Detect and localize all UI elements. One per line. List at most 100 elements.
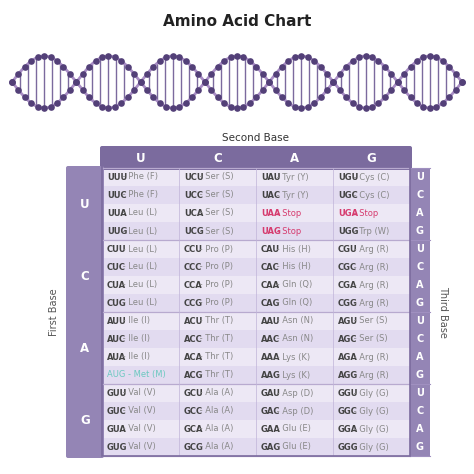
Text: - Pro (P): - Pro (P) xyxy=(197,281,233,290)
Text: - Gln (Q): - Gln (Q) xyxy=(274,281,312,290)
Text: - Pro (P): - Pro (P) xyxy=(197,263,233,272)
Bar xyxy=(102,148,410,456)
Text: UUC: UUC xyxy=(107,191,127,200)
Text: AUA: AUA xyxy=(107,353,126,362)
Text: AGC: AGC xyxy=(338,335,357,344)
Text: UAG: UAG xyxy=(261,227,281,236)
Text: GUC: GUC xyxy=(107,407,127,416)
Text: - Trp (W): - Trp (W) xyxy=(351,227,389,236)
Text: UAA: UAA xyxy=(261,209,281,218)
Text: G: G xyxy=(416,226,424,236)
Text: U: U xyxy=(416,244,424,254)
FancyBboxPatch shape xyxy=(66,166,104,242)
Bar xyxy=(410,366,430,384)
Text: - Ala (A): - Ala (A) xyxy=(197,425,233,434)
Text: GGG: GGG xyxy=(338,443,359,452)
Bar xyxy=(102,384,410,402)
FancyBboxPatch shape xyxy=(66,382,104,458)
Text: U: U xyxy=(80,198,90,210)
Bar xyxy=(410,348,430,366)
Text: - Cys (C): - Cys (C) xyxy=(351,173,390,182)
Bar xyxy=(410,276,430,294)
Text: - Lys (K): - Lys (K) xyxy=(274,353,310,362)
Text: - Gly (G): - Gly (G) xyxy=(351,407,389,416)
Text: G: G xyxy=(416,298,424,308)
Text: - Ser (S): - Ser (S) xyxy=(197,191,234,200)
Text: G: G xyxy=(366,152,376,164)
Text: CGU: CGU xyxy=(338,245,358,254)
Text: GGA: GGA xyxy=(338,425,358,434)
Text: GUA: GUA xyxy=(107,425,127,434)
Text: CCU: CCU xyxy=(184,245,203,254)
Text: GGU: GGU xyxy=(338,389,358,398)
Text: - Ala (A): - Ala (A) xyxy=(197,407,233,416)
Text: - Asp (D): - Asp (D) xyxy=(274,407,313,416)
Text: - Ser (S): - Ser (S) xyxy=(351,317,388,326)
Bar xyxy=(410,384,430,402)
Text: - His (H): - His (H) xyxy=(274,245,311,254)
Text: - Ala (A): - Ala (A) xyxy=(197,443,233,452)
Text: - Gly (G): - Gly (G) xyxy=(351,389,389,398)
Text: - Tyr (Y): - Tyr (Y) xyxy=(274,173,309,182)
Text: U: U xyxy=(136,152,146,164)
Text: AGU: AGU xyxy=(338,317,358,326)
Text: - Leu (L): - Leu (L) xyxy=(120,281,157,290)
Text: GAG: GAG xyxy=(261,443,281,452)
Text: GCC: GCC xyxy=(184,407,203,416)
Bar xyxy=(102,240,410,258)
Text: - Arg (R): - Arg (R) xyxy=(351,353,389,362)
Text: - Phe (F): - Phe (F) xyxy=(120,191,158,200)
Text: GCU: GCU xyxy=(184,389,204,398)
Text: - Ser (S): - Ser (S) xyxy=(197,173,234,182)
Bar xyxy=(102,312,410,330)
Text: C: C xyxy=(416,190,424,200)
Text: U: U xyxy=(416,172,424,182)
Text: - Cys (C): - Cys (C) xyxy=(351,191,390,200)
Text: ACG: ACG xyxy=(184,371,203,380)
Text: GUU: GUU xyxy=(107,389,128,398)
Text: AAG: AAG xyxy=(261,371,281,380)
Text: AAA: AAA xyxy=(261,353,281,362)
Text: - Leu (L): - Leu (L) xyxy=(120,227,157,236)
Text: - Thr (T): - Thr (T) xyxy=(197,335,233,344)
Text: - Gly (G): - Gly (G) xyxy=(351,425,389,434)
Text: G: G xyxy=(416,442,424,452)
Text: GCG: GCG xyxy=(184,443,204,452)
Text: UCC: UCC xyxy=(184,191,203,200)
Text: G: G xyxy=(80,413,90,427)
Bar xyxy=(102,204,410,222)
Text: - Leu (L): - Leu (L) xyxy=(120,263,157,272)
FancyBboxPatch shape xyxy=(66,310,104,386)
Text: - Val (V): - Val (V) xyxy=(120,407,156,416)
Bar xyxy=(410,420,430,438)
Bar xyxy=(102,294,410,312)
Bar xyxy=(102,402,410,420)
Text: UCG: UCG xyxy=(184,227,204,236)
Text: CUC: CUC xyxy=(107,263,126,272)
Text: C: C xyxy=(416,406,424,416)
Text: - Ile (I): - Ile (I) xyxy=(120,317,150,326)
Text: - Stop: - Stop xyxy=(274,227,301,236)
Text: A: A xyxy=(416,208,424,218)
Text: C: C xyxy=(213,152,222,164)
Text: UGG: UGG xyxy=(338,227,358,236)
Text: - Thr (T): - Thr (T) xyxy=(197,317,233,326)
Text: - Arg (R): - Arg (R) xyxy=(351,371,389,380)
Text: A: A xyxy=(416,424,424,434)
Text: UCA: UCA xyxy=(184,209,203,218)
Bar xyxy=(102,330,410,348)
Text: - His (H): - His (H) xyxy=(274,263,311,272)
Text: - Asn (N): - Asn (N) xyxy=(274,317,313,326)
Text: CAA: CAA xyxy=(261,281,280,290)
Text: C: C xyxy=(416,262,424,272)
Text: - Arg (R): - Arg (R) xyxy=(351,299,389,308)
Text: UCU: UCU xyxy=(184,173,204,182)
Text: G: G xyxy=(416,370,424,380)
Bar xyxy=(410,402,430,420)
Bar xyxy=(410,222,430,240)
Text: - Glu (E): - Glu (E) xyxy=(274,425,311,434)
Text: AAU: AAU xyxy=(261,317,281,326)
Bar xyxy=(102,366,410,384)
Text: CAU: CAU xyxy=(261,245,280,254)
Text: GAU: GAU xyxy=(261,389,281,398)
